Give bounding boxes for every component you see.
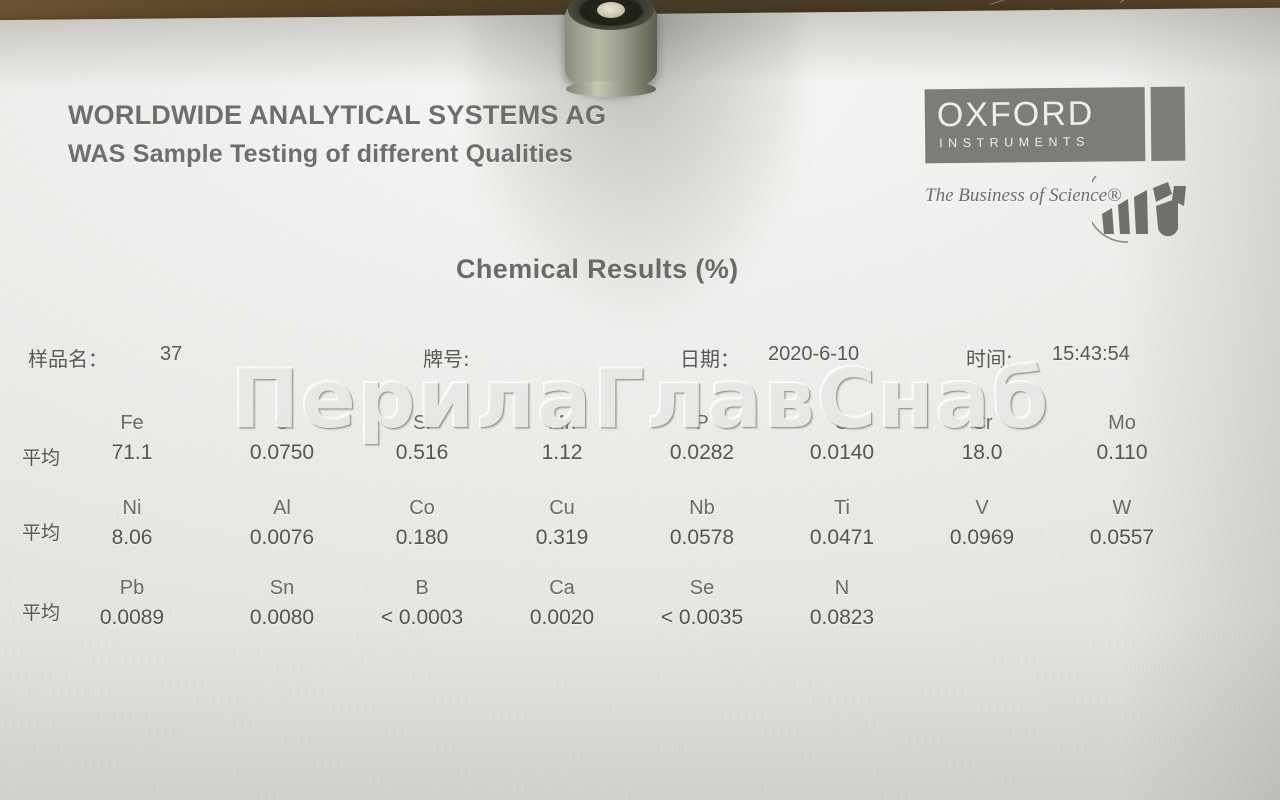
element-value: 0.0140 <box>809 441 875 464</box>
element-value: 1.12 <box>541 441 583 464</box>
row-label-average: 平均 <box>22 522 61 544</box>
report-subtitle-heading: WAS Sample Testing of different Qualitie… <box>68 140 574 168</box>
sample-name-label: 样品名： <box>28 347 108 371</box>
specimen-base-ring <box>566 81 656 97</box>
result-cell: Ca 0.0020 <box>492 577 632 630</box>
element-symbol: Mo <box>1108 412 1136 434</box>
element-symbol: Nb <box>689 497 715 519</box>
element-symbol: Cr <box>971 412 993 434</box>
logo-wordmark: OXFORD <box>936 94 1095 134</box>
result-cell: S 0.0140 <box>772 412 912 465</box>
grade-label: 牌号: <box>423 347 470 371</box>
element-value: 0.0076 <box>249 526 315 549</box>
brand-tagline: The Business of Science® <box>925 185 1122 206</box>
element-value: 0.516 <box>395 441 449 464</box>
element-symbol: B <box>415 577 429 599</box>
result-cell: Pb 0.0089 <box>62 577 202 630</box>
element-symbol: V <box>975 497 989 519</box>
row-label-average: 平均 <box>22 602 61 624</box>
element-value: 0.0089 <box>99 606 165 629</box>
date-value: 2020-6-10 <box>768 343 860 365</box>
element-symbol: Co <box>409 497 435 519</box>
result-cell: P 0.0282 <box>632 412 772 465</box>
logo-box-accent <box>1150 86 1186 162</box>
element-symbol: Al <box>273 497 291 519</box>
result-cell: Cu 0.319 <box>492 497 632 550</box>
element-symbol: Cu <box>549 497 575 519</box>
result-cell: Mo 0.110 <box>1052 412 1192 465</box>
result-cell: Ti 0.0471 <box>772 497 912 550</box>
element-symbol: Si <box>413 412 431 434</box>
element-symbol: Ca <box>549 577 575 599</box>
element-value: 0.0578 <box>669 526 735 549</box>
result-cell: B < 0.0003 <box>352 577 492 630</box>
sample-name-value: 37 <box>160 343 183 365</box>
element-value: 0.0557 <box>1089 526 1155 549</box>
element-symbol: Ti <box>834 497 850 519</box>
element-symbol: W <box>1112 497 1132 519</box>
result-cell: Ni 8.06 <box>62 497 202 550</box>
element-value: 8.06 <box>111 526 153 549</box>
element-symbol: Ni <box>122 497 142 519</box>
result-cell: W 0.0557 <box>1052 497 1192 550</box>
element-value: 71.1 <box>111 441 153 464</box>
result-cell: C 0.0750 <box>212 412 352 465</box>
element-symbol: S <box>835 412 849 434</box>
element-value: < 0.0035 <box>660 606 744 629</box>
specimen-spark-spot <box>597 2 625 18</box>
result-cell: Al 0.0076 <box>212 497 352 550</box>
element-symbol: P <box>695 412 709 434</box>
time-value: 15:43:54 <box>1052 343 1130 365</box>
element-value: 0.319 <box>535 526 589 549</box>
element-value: 18.0 <box>961 441 1003 464</box>
page-title: Chemical Results (%) <box>456 254 739 284</box>
element-value: 0.0080 <box>249 606 315 629</box>
time-label: 时间: <box>966 347 1013 371</box>
element-symbol: Sn <box>269 577 295 599</box>
element-value: 0.180 <box>395 526 449 549</box>
result-cell: V 0.0969 <box>912 497 1052 550</box>
element-value: 0.0969 <box>949 526 1015 549</box>
result-cell: Nb 0.0578 <box>632 497 772 550</box>
result-cell: N 0.0823 <box>772 577 912 630</box>
element-symbol: N <box>834 577 850 599</box>
result-cell: Sn 0.0080 <box>212 577 352 630</box>
element-symbol: Pb <box>119 577 145 599</box>
element-value: 0.0823 <box>809 606 875 629</box>
oxford-instruments-logo: OXFORD INSTRUMENTS <box>924 86 1188 168</box>
element-symbol: Fe <box>120 412 144 434</box>
element-value: 0.110 <box>1096 441 1148 464</box>
result-cell: Si 0.516 <box>352 412 492 465</box>
was-logo-mark <box>1085 172 1192 244</box>
element-symbol: C <box>274 412 290 434</box>
element-symbol: Se <box>689 577 715 599</box>
result-cell: Co 0.180 <box>352 497 492 550</box>
element-symbol: Mn <box>548 412 576 434</box>
company-name-heading: WORLDWIDE ANALYTICAL SYSTEMS AG <box>68 100 607 130</box>
element-value: 0.0750 <box>249 441 315 464</box>
sample-metadata-row: 样品名： 37 牌号: 日期： 2020-6-10 时间: 15:43:54 <box>0 343 1280 373</box>
element-value: < 0.0003 <box>380 606 464 629</box>
date-label: 日期： <box>680 347 740 371</box>
element-value: 0.0020 <box>529 606 595 629</box>
row-label-average: 平均 <box>22 447 61 469</box>
element-value: 0.0471 <box>809 526 875 549</box>
logo-subword: INSTRUMENTS <box>939 134 1091 151</box>
result-cell: Fe 71.1 <box>62 412 202 465</box>
result-cell: Cr 18.0 <box>912 412 1052 465</box>
result-cell: Mn 1.12 <box>492 412 632 465</box>
result-cell: Se < 0.0035 <box>632 577 772 630</box>
metal-sample-specimen <box>565 0 657 97</box>
element-value: 0.0282 <box>669 441 735 464</box>
